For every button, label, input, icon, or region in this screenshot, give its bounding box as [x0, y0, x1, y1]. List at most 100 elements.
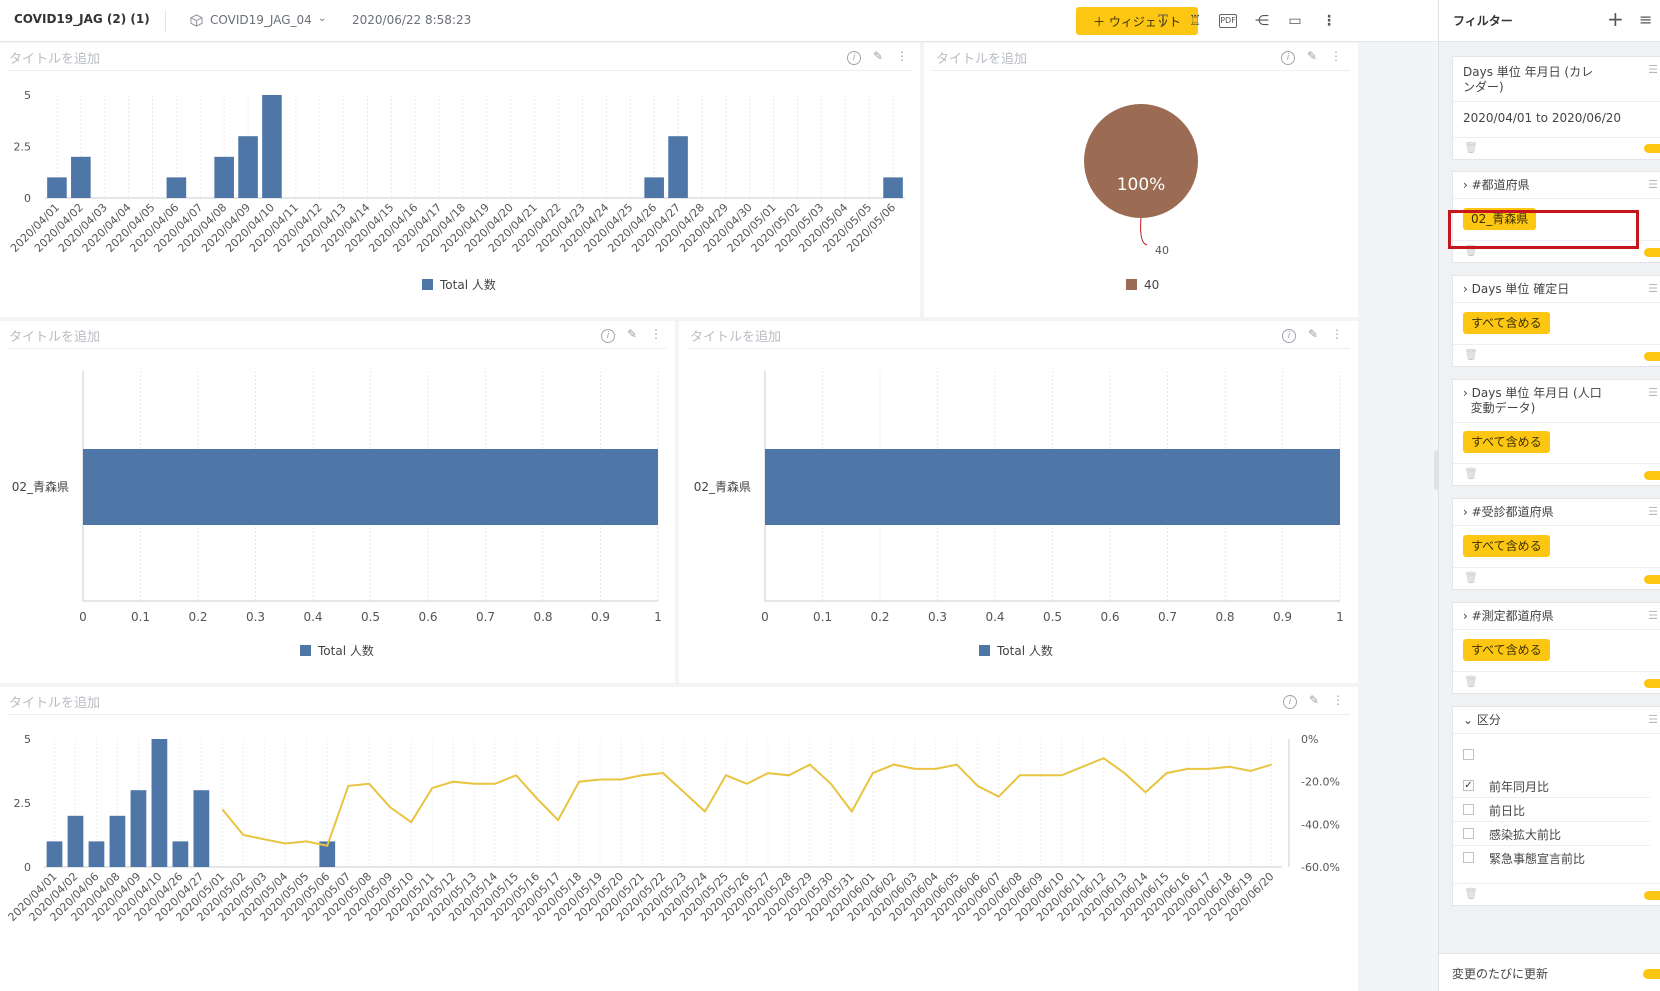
- y2-tick-label: -40.0%: [1301, 818, 1340, 831]
- option-row[interactable]: [1453, 743, 1650, 767]
- filter-panel: フィルター + ≡ Days 単位 年月日 (カレ ンダー) ☰ 2020/04/…: [1438, 0, 1660, 991]
- filter-card-title[interactable]: › Days 単位 年月日 (人口 変動データ): [1463, 386, 1602, 416]
- add-filter-icon[interactable]: +: [1607, 7, 1624, 31]
- option-row[interactable]: 感染拡大前比: [1453, 822, 1650, 846]
- divider: [1453, 463, 1660, 464]
- add-widget-button[interactable]: ＋ ウィジェット: [1076, 7, 1198, 35]
- include-all-chip[interactable]: すべて含める: [1463, 431, 1550, 453]
- divider: [1453, 567, 1660, 568]
- highlight-annotation: [1448, 210, 1639, 249]
- edit-icon[interactable]: ✎: [1306, 49, 1318, 63]
- filter-toggle[interactable]: [1644, 679, 1660, 688]
- filter-card-title[interactable]: › #受診都道府県: [1463, 505, 1554, 520]
- filter-toggle[interactable]: [1644, 471, 1660, 480]
- checkbox[interactable]: [1463, 828, 1474, 839]
- x-tick-label: 0.7: [1158, 610, 1177, 624]
- widget-title[interactable]: タイトルを追加: [9, 696, 101, 711]
- option-row[interactable]: 緊急事態宣言前比: [1453, 846, 1650, 870]
- auto-update-toggle[interactable]: [1643, 969, 1660, 979]
- trash-icon[interactable]: 🗑: [1464, 571, 1478, 584]
- drag-handle-icon[interactable]: ☰: [1648, 505, 1658, 518]
- widget-pie-chart: タイトルを追加 i ✎ ⋮ 100% 40 40: [924, 43, 1358, 317]
- trash-icon[interactable]: 🗑: [1464, 887, 1478, 900]
- series-line: [221, 757, 1272, 847]
- filter-value-chip[interactable]: 02_青森県: [1463, 208, 1537, 230]
- filter-toggle[interactable]: [1644, 575, 1660, 584]
- include-all-chip[interactable]: すべて含める: [1463, 312, 1550, 334]
- filter-toggle[interactable]: [1644, 144, 1660, 153]
- drag-handle-icon[interactable]: ☰: [1648, 63, 1658, 76]
- widget-toolbar: i ✎ ⋮: [596, 327, 668, 343]
- filter-card-measure-prefecture: › #測定都道府県 ☰ すべて含める 🗑: [1452, 602, 1660, 694]
- filter-toggle[interactable]: [1644, 891, 1660, 900]
- filter-card-title[interactable]: › #都道府県: [1463, 178, 1530, 193]
- trash-icon[interactable]: 🗑: [1464, 675, 1478, 688]
- more-icon[interactable]: ⋮: [650, 327, 662, 341]
- pdf-icon[interactable]: PDF: [1219, 14, 1237, 28]
- widget-combo-chart: タイトルを追加 i ✎ ⋮ 0 2.5 5 0% -20.0% -40.0% -60.0% 202…: [0, 687, 1358, 991]
- trash-icon[interactable]: 🗑: [1464, 348, 1478, 361]
- info-icon[interactable]: i: [1276, 49, 1300, 65]
- info-icon[interactable]: i: [1278, 693, 1302, 709]
- x-tick-label: 0.6: [418, 610, 437, 624]
- edit-icon[interactable]: ✎: [1308, 693, 1320, 707]
- more-icon[interactable]: ⋮: [1332, 693, 1344, 707]
- drag-handle-icon[interactable]: ☰: [1648, 713, 1658, 726]
- chevron-right-icon: ›: [1463, 505, 1472, 519]
- checkbox-checked[interactable]: ✓: [1463, 780, 1474, 791]
- divider: [8, 70, 912, 71]
- x-tick-label: 0.4: [303, 610, 322, 624]
- filter-card-title[interactable]: ⌄ 区分: [1463, 713, 1501, 728]
- filter-toggle[interactable]: [1644, 352, 1660, 361]
- option-row[interactable]: 前日比: [1453, 798, 1650, 822]
- divider: [1453, 344, 1660, 345]
- option-row[interactable]: ✓ 前年同月比: [1453, 774, 1650, 798]
- drag-handle-icon[interactable]: ☰: [1648, 178, 1658, 191]
- drag-handle-icon[interactable]: ☰: [1648, 386, 1658, 399]
- info-icon[interactable]: i: [596, 327, 620, 343]
- info-icon[interactable]: i: [842, 49, 866, 65]
- bar: [130, 790, 147, 867]
- more-icon[interactable]: ⋮: [1322, 13, 1336, 29]
- menu-icon[interactable]: ≡: [1639, 10, 1653, 29]
- edit-icon[interactable]: ✎: [872, 49, 884, 63]
- filter-toggle[interactable]: [1644, 248, 1660, 257]
- checkbox[interactable]: [1463, 749, 1474, 760]
- leader-line: [1140, 217, 1148, 246]
- y-tick-label: 5: [24, 89, 31, 102]
- divider: [1453, 629, 1660, 630]
- share-icon[interactable]: ⋲: [1255, 13, 1269, 29]
- drag-handle-icon[interactable]: ☰: [1648, 609, 1658, 622]
- more-icon[interactable]: ⋮: [1331, 327, 1343, 341]
- monitor-icon[interactable]: ▭: [1288, 13, 1302, 29]
- edit-icon[interactable]: ✎: [626, 327, 638, 341]
- more-icon[interactable]: ⋮: [1330, 49, 1342, 63]
- brush-icon[interactable]: ♖: [1188, 13, 1202, 29]
- include-all-chip[interactable]: すべて含める: [1463, 535, 1550, 557]
- date-range-value[interactable]: 2020/04/01 to 2020/06/20: [1463, 111, 1622, 125]
- filter-card-title[interactable]: Days 単位 年月日 (カレ ンダー): [1463, 65, 1593, 95]
- x-tick-label: 0.2: [188, 610, 207, 624]
- widget-title[interactable]: タイトルを追加: [690, 330, 782, 345]
- widget-title[interactable]: タイトルを追加: [9, 52, 101, 67]
- edit-icon[interactable]: ✎: [1307, 327, 1319, 341]
- bar: [319, 841, 336, 867]
- checkbox[interactable]: [1463, 852, 1474, 863]
- include-all-chip[interactable]: すべて含める: [1463, 639, 1550, 661]
- chevron-down-icon[interactable]: ⌄: [318, 13, 327, 24]
- filter-card-visit-prefecture: › #受診都道府県 ☰ すべて含める 🗑: [1452, 498, 1660, 590]
- widget-title[interactable]: タイトルを追加: [9, 330, 101, 345]
- filter-card-title[interactable]: › #測定都道府県: [1463, 609, 1554, 624]
- more-icon[interactable]: ⋮: [896, 49, 908, 63]
- checkbox[interactable]: [1463, 804, 1474, 815]
- widget-title[interactable]: タイトルを追加: [936, 52, 1028, 67]
- trash-icon[interactable]: 🗑: [1464, 467, 1478, 480]
- y-tick-label: 0: [24, 861, 31, 874]
- drag-handle-icon[interactable]: ☰: [1648, 282, 1658, 295]
- filter-card-title-text: 区分: [1476, 713, 1501, 727]
- filter-card-title[interactable]: › Days 単位 確定日: [1463, 282, 1569, 297]
- data-model-name[interactable]: COVID19_JAG_04: [210, 13, 312, 27]
- trash-icon[interactable]: 🗑: [1464, 141, 1478, 154]
- text-icon[interactable]: T: [1158, 13, 1168, 29]
- info-icon[interactable]: i: [1277, 327, 1301, 343]
